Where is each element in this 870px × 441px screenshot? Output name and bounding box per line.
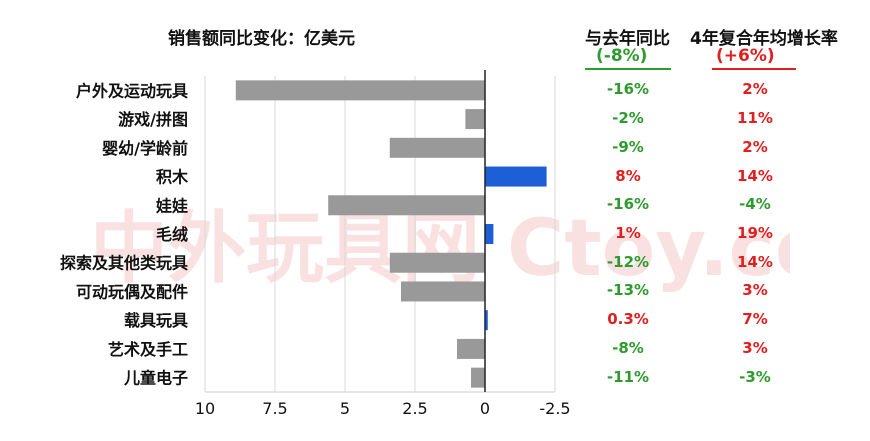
yoy-value: -12% xyxy=(606,252,650,271)
x-tick-label: 2.5 xyxy=(402,399,427,418)
bar xyxy=(485,224,494,244)
yoy-value: 8% xyxy=(615,166,641,185)
x-tick-label: 7.5 xyxy=(262,399,287,418)
category-label: 积木 xyxy=(156,168,189,187)
yoy-value: -2% xyxy=(612,109,644,128)
cagr-value: 3% xyxy=(742,281,768,300)
x-tick-label: 10 xyxy=(195,399,215,418)
x-tick-label: 0 xyxy=(480,399,490,418)
cagr-value: 2% xyxy=(742,80,768,99)
yoy-value: 1% xyxy=(615,224,641,242)
cagr-value: 7% xyxy=(742,310,768,329)
category-label: 毛绒 xyxy=(156,225,188,244)
x-tick-label: 5 xyxy=(340,399,350,418)
bar xyxy=(465,109,485,130)
cagr-value: 14% xyxy=(737,166,773,185)
category-label: 探索及其他类玩具 xyxy=(60,254,188,273)
yoy-value: -11% xyxy=(606,367,650,386)
cagr-value: 11% xyxy=(737,109,773,128)
yoy-header: 与去年同比 xyxy=(585,29,670,49)
cagr-value: 19% xyxy=(737,224,773,242)
bar xyxy=(471,367,485,388)
bar xyxy=(457,338,485,359)
yoy-underline xyxy=(585,68,671,70)
bar xyxy=(235,80,485,101)
bar xyxy=(389,252,485,273)
bar xyxy=(401,281,485,302)
cagr-value: 3% xyxy=(742,338,768,357)
cagr-header: 4年复合年均增长率 xyxy=(690,29,838,49)
category-label: 儿童电子 xyxy=(123,369,188,388)
yoy-value: -13% xyxy=(606,281,650,300)
bar xyxy=(485,310,488,331)
chart-title: 销售额同比变化：亿美元 xyxy=(168,29,355,49)
category-label: 可动玩偶及配件 xyxy=(76,282,188,301)
yoy-value: -9% xyxy=(612,137,644,156)
yoy-value: 0.3% xyxy=(607,310,649,329)
cagr-value: 2% xyxy=(742,137,768,156)
yoy-value: -8% xyxy=(612,338,644,357)
category-label: 婴幼/学龄前 xyxy=(102,139,188,158)
x-tick-label: -2.5 xyxy=(539,399,570,418)
cagr-value: -4% xyxy=(739,195,771,214)
bar xyxy=(485,166,547,187)
category-label: 载具玩具 xyxy=(124,311,188,330)
cagr-total: (+6%) xyxy=(716,46,775,66)
bar xyxy=(389,137,485,158)
cagr-value: -3% xyxy=(739,367,771,386)
yoy-value: -16% xyxy=(606,195,650,214)
category-label: 游戏/拼图 xyxy=(118,110,188,129)
category-label: 艺术及手工 xyxy=(108,340,188,359)
cagr-value: 14% xyxy=(737,252,773,271)
category-label: 娃娃 xyxy=(155,196,188,215)
yoy-total: (-8%) xyxy=(596,46,648,66)
cagr-underline xyxy=(712,68,796,70)
category-label: 户外及运动玩具 xyxy=(76,81,188,100)
bar xyxy=(328,195,485,216)
yoy-value: -16% xyxy=(606,80,650,99)
